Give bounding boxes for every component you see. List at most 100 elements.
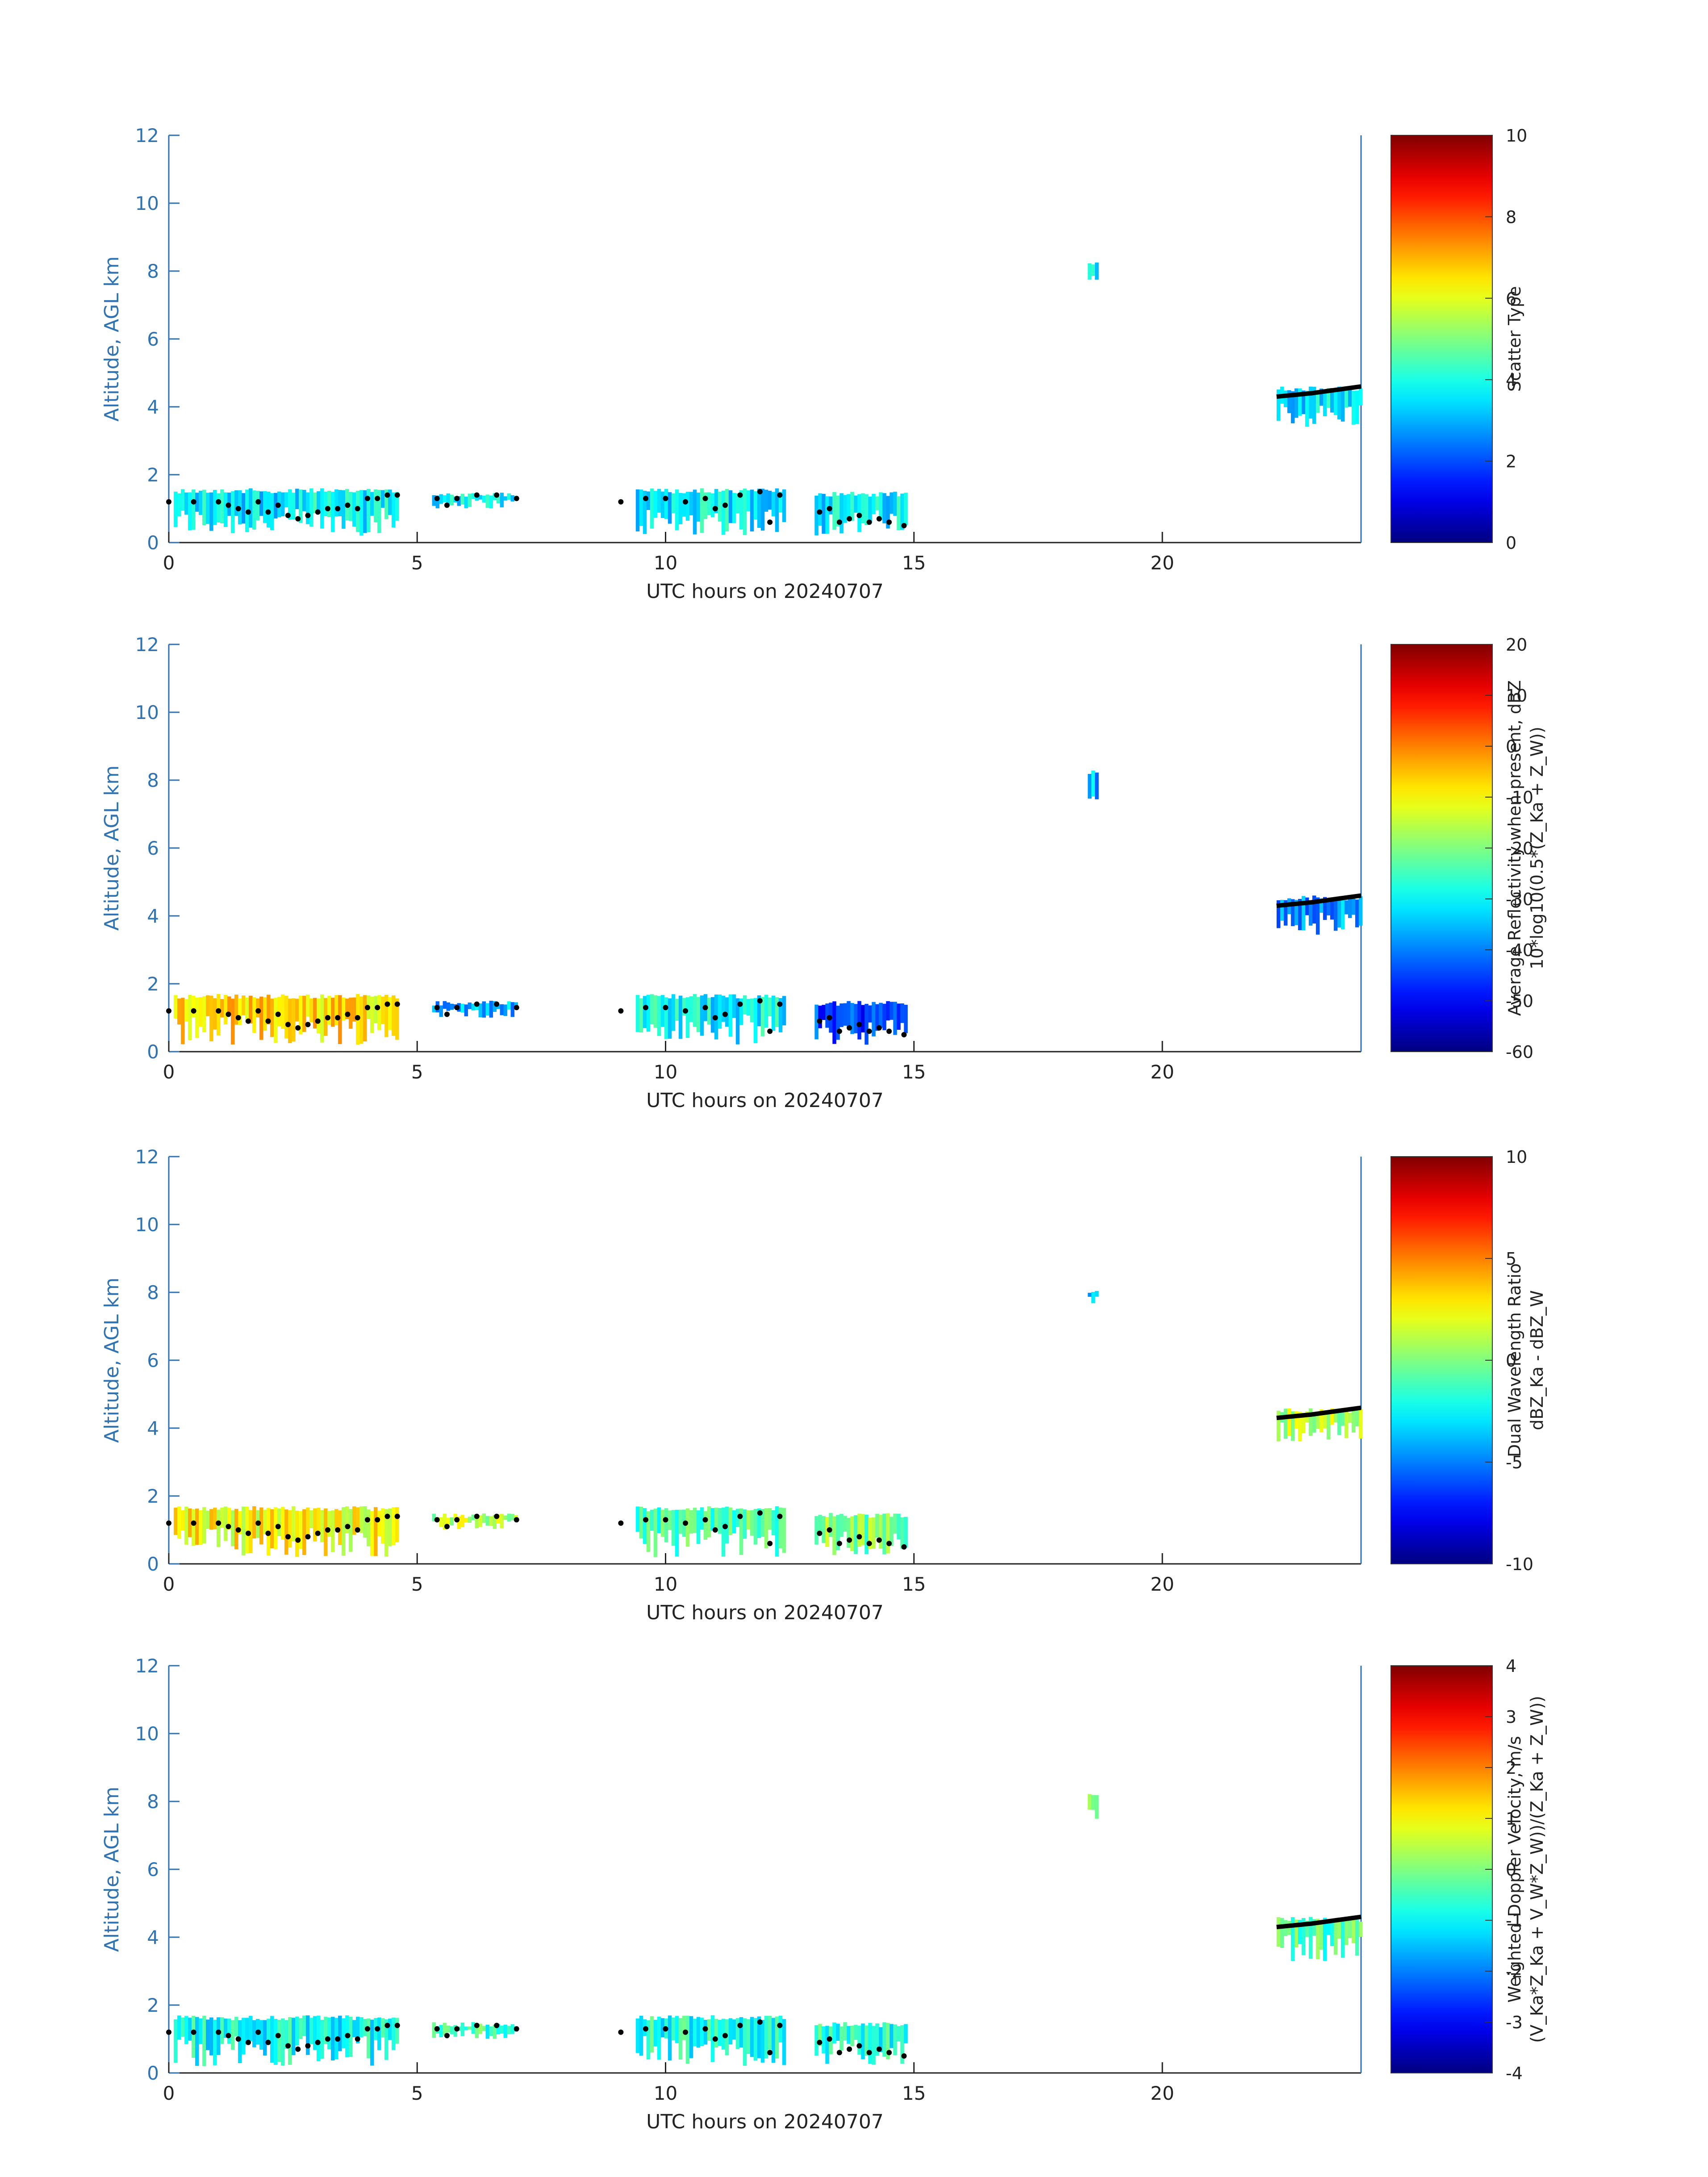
- data-cell: [1308, 900, 1313, 926]
- cloud-base-point: [737, 2022, 743, 2028]
- data-cell: [879, 492, 883, 520]
- cloud-base-point: [847, 1025, 852, 1031]
- colorbar: -4 -3 -2 -1 0 1 2 3 4 Weighted Doppler Velocity, …: [1391, 1656, 1547, 2083]
- data-cell: [897, 2026, 901, 2042]
- colorbar-tick-label: 1: [1506, 1809, 1516, 1829]
- data-cell: [274, 2019, 278, 2065]
- cloud-base-point: [702, 496, 708, 501]
- cloud-base-point: [226, 1011, 231, 1017]
- x-tick-label: 15: [902, 2082, 926, 2104]
- cloud-region: [635, 2015, 786, 2066]
- data-cell: [220, 1508, 224, 1528]
- data-cell: [388, 489, 392, 515]
- colorbar-label: Weighted Doppler Velocity, m/s: [1505, 1736, 1524, 2002]
- data-cell: [732, 1510, 736, 1534]
- cloud-base-point: [235, 1527, 241, 1533]
- data-cell: [1298, 388, 1302, 416]
- cloud-base-point: [866, 2050, 872, 2056]
- data-cell: [482, 495, 486, 503]
- data-cell: [489, 2027, 493, 2036]
- data-cell: [384, 489, 388, 519]
- data-cell: [868, 2023, 872, 2064]
- data-cell: [363, 1506, 367, 1538]
- data-cell: [317, 998, 321, 1034]
- y-tick-label: 10: [135, 192, 159, 214]
- data-cell: [875, 1513, 879, 1538]
- y-tick-label: 6: [147, 1859, 159, 1880]
- data-cell: [338, 2015, 342, 2052]
- data-cell: [295, 999, 299, 1022]
- data-cell: [653, 491, 658, 518]
- data-cell: [432, 1513, 436, 1521]
- data-cell: [678, 493, 683, 524]
- data-cell: [234, 2017, 238, 2037]
- data-cell: [678, 2018, 683, 2060]
- data-cell: [342, 998, 346, 1021]
- cloud-base-point: [325, 1527, 330, 1533]
- data-cell: [660, 2018, 665, 2038]
- data-cell: [700, 995, 704, 1036]
- data-cell: [682, 998, 686, 1016]
- cloud-region: [174, 994, 399, 1045]
- data-cell: [1341, 391, 1345, 422]
- data-cell: [242, 493, 246, 524]
- data-cell: [668, 492, 672, 524]
- cloud-base-point: [683, 1008, 688, 1014]
- cloud-base-point: [345, 2033, 351, 2039]
- data-cell: [281, 994, 285, 1029]
- data-cell: [252, 997, 256, 1033]
- data-cell: [202, 2016, 206, 2066]
- data-cell: [299, 995, 303, 1035]
- data-cell: [277, 1508, 281, 1536]
- data-cell: [646, 994, 651, 1032]
- data-cell: [367, 1509, 371, 1546]
- data-cell: [782, 996, 786, 1026]
- data-cell: [259, 1507, 263, 1545]
- data-cell: [689, 996, 693, 1022]
- data-cell: [843, 2022, 847, 2040]
- cloud-base-point: [777, 1001, 783, 1007]
- data-cell: [753, 491, 758, 520]
- data-cell: [1344, 1411, 1349, 1438]
- data-cell: [475, 2026, 479, 2039]
- data-cell: [464, 2027, 468, 2031]
- data-cell: [1283, 900, 1288, 926]
- data-cell: [274, 998, 278, 1043]
- data-cell: [460, 493, 465, 505]
- data-cell: [500, 2025, 504, 2034]
- data-cell: [1348, 897, 1352, 918]
- data-cell: [446, 1517, 451, 1525]
- data-cell: [317, 2015, 321, 2061]
- data-cell: [202, 996, 206, 1032]
- data-cell: [468, 1517, 472, 1523]
- data-cell: [782, 1508, 786, 1553]
- data-cell: [281, 492, 285, 517]
- cloud-base-point: [345, 1011, 351, 1017]
- data-cell: [1280, 1918, 1284, 1948]
- x-tick-label: 10: [654, 1573, 677, 1595]
- data-cell: [735, 1508, 740, 1527]
- data-cell: [231, 999, 235, 1045]
- cloud-base-point: [494, 2022, 500, 2028]
- cloud-base-point: [384, 2022, 390, 2028]
- cloud-base-point: [365, 1005, 370, 1011]
- data-cell: [217, 2017, 221, 2055]
- cloud-region: [635, 994, 786, 1045]
- data-cell: [886, 2023, 890, 2060]
- colorbar-tick-label: 2: [1506, 1758, 1516, 1778]
- data-cell: [489, 1001, 493, 1018]
- data-cell: [249, 1510, 253, 1554]
- data-cell: [377, 490, 381, 533]
- y-tick-label: 8: [147, 260, 159, 282]
- data-cell: [195, 493, 199, 512]
- x-tick-label: 0: [163, 2082, 175, 2104]
- data-cell: [1351, 1918, 1356, 1943]
- data-cell: [188, 2018, 192, 2041]
- data-cell: [753, 998, 758, 1044]
- data-cell: [696, 1510, 701, 1544]
- data-cell: [306, 492, 310, 524]
- data-cell: [432, 1005, 436, 1012]
- cloud-base-point: [335, 1527, 341, 1533]
- cloud-base-point: [767, 519, 773, 525]
- data-cell: [324, 1508, 328, 1556]
